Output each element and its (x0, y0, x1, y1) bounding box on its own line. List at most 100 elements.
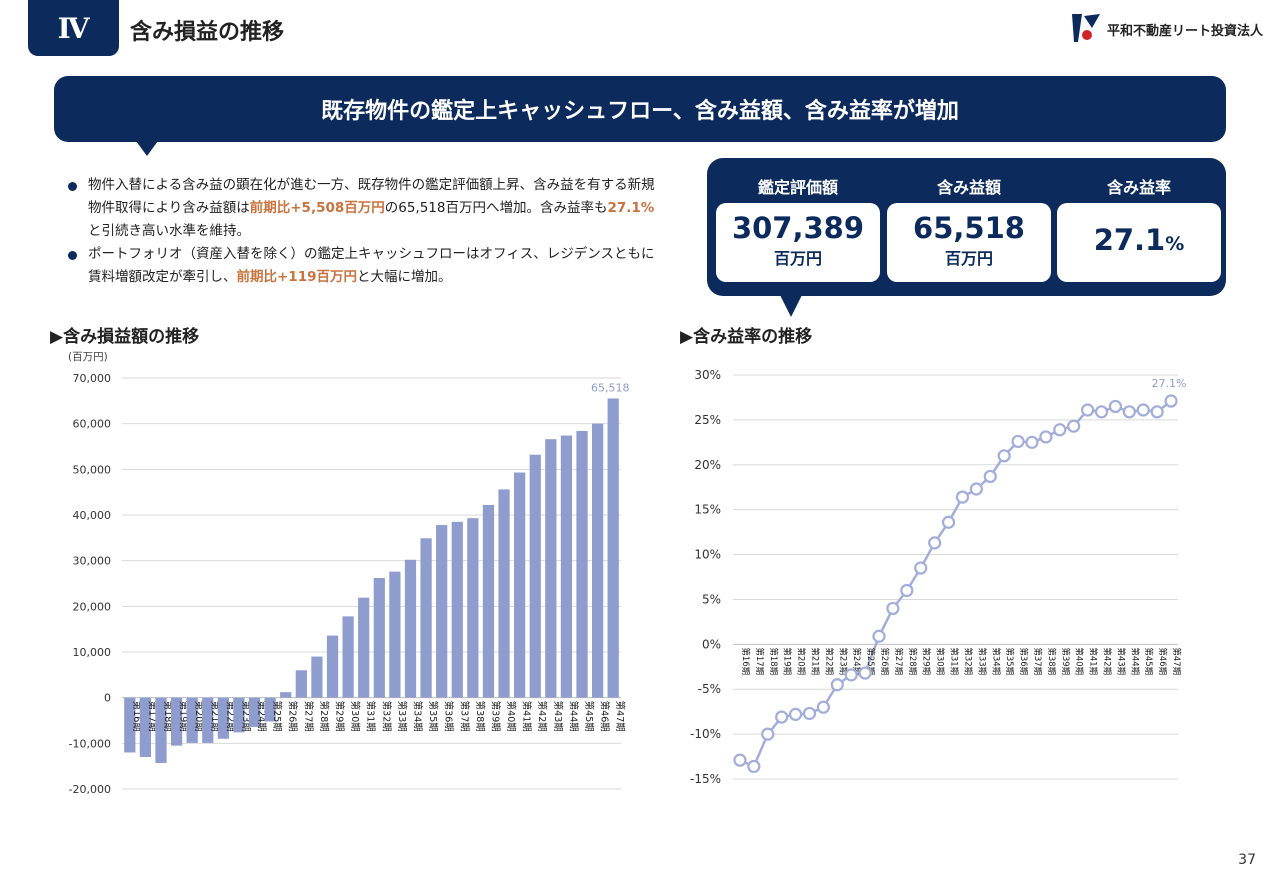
line-chart-x-tick-label: 第47期 (1171, 647, 1182, 675)
line-chart-x-tick-label: 第25期 (865, 647, 876, 675)
bar-chart-bar (326, 635, 339, 698)
bullet-item-2: ポートフォリオ（資産入替を除く）の鑑定上キャッシュフローはオフィス、レジデンスと… (66, 243, 656, 289)
line-chart-y-tick-label: 0% (702, 637, 721, 651)
bullet-2-text-a: ポートフォリオ（資産入替を除く）の鑑定上キャッシュフローはオフィス、レジデンスと… (88, 246, 655, 285)
line-chart-x-tick-label: 第44期 (1129, 647, 1140, 675)
line-chart-point (761, 727, 775, 741)
bar-chart-x-tick-label: 第39期 (489, 701, 501, 732)
kpi-gain-rate-value-line: 27.1% (1057, 225, 1221, 259)
bar-chart-bar (420, 538, 432, 698)
line-chart-point (1108, 399, 1123, 414)
bar-chart-bar (358, 597, 370, 698)
bar-chart-bar (607, 398, 619, 698)
line-chart-point (1150, 405, 1164, 419)
bar-chart-y-tick-label: 60,000 (73, 418, 112, 431)
line-chart-x-tick-label: 第38期 (1046, 647, 1057, 675)
line-chart-x-tick-label: 第21期 (809, 647, 820, 675)
line-chart-x-tick-label: 第35期 (1004, 647, 1015, 675)
bar-chart-bar (389, 571, 401, 698)
kpi-panel-pointer (780, 295, 802, 317)
line-chart-point (955, 490, 970, 504)
bar-chart-x-tick-label: 第40期 (505, 701, 517, 732)
bar-chart-x-tick-label: 第47期 (614, 701, 626, 732)
bar-chart-x-tick-label: 第41期 (521, 701, 533, 732)
bar-chart-x-tick-label: 第28期 (318, 701, 330, 732)
bullet-1-text-c: と引続き高い水準を維持。 (88, 223, 250, 239)
kpi-gain-rate-unit: % (1165, 233, 1185, 255)
line-chart-point (1122, 405, 1136, 419)
bar-chart-bar (155, 697, 167, 763)
bullet-item-1: 物件入替による含み益の顕在化が進む一方、既存物件の鑑定評価額上昇、含み益を有する… (66, 174, 656, 243)
kpi-appraisal-unit: 百万円 (773, 249, 822, 268)
line-chart-x-tick-label: 第34期 (990, 647, 1001, 675)
page-number: 37 (1238, 852, 1256, 868)
bullet-1-highlight-amount: 前期比+5,508百万円 (249, 200, 385, 216)
line-chart-x-tick-label: 第31期 (949, 647, 960, 675)
bar-chart-y-tick-label: 40,000 (73, 509, 112, 522)
left-chart-title: ▶含み損益額の推移 (50, 327, 200, 347)
line-chart-point (1081, 403, 1095, 417)
line-chart-x-tick-label: 第28期 (907, 647, 918, 675)
line-chart-point (914, 561, 928, 575)
line-chart-point (1053, 423, 1067, 437)
line-chart-x-tick-label: 第37期 (1032, 647, 1043, 675)
bar-chart-x-tick-label: 第38期 (474, 701, 486, 732)
section-number-badge: Ⅳ (28, 0, 119, 56)
line-chart-x-tick-label: 第39期 (1060, 647, 1071, 675)
bullet-1-text-a: 物件入替による含み益の顕在化が進む一方、既存物件の鑑定評価額上昇、含み益を有する… (88, 177, 655, 216)
line-chart-point (830, 678, 844, 692)
line-chart-y-tick-label: 25% (694, 413, 721, 427)
line-chart-point (775, 710, 789, 724)
bullet-1-text-b: の65,518百万円へ増加。含み益率も (384, 200, 608, 216)
bar-chart-bar (451, 521, 463, 698)
kpi-gain-rate-value: 27.1 (1093, 223, 1166, 257)
kpi-unrealized-gain-value: 65,518 (913, 211, 1025, 245)
page-title: 含み損益の推移 (130, 20, 285, 45)
line-chart-point (997, 449, 1011, 463)
kpi-unrealized-gain-unit: 百万円 (944, 249, 993, 268)
bar-chart-bar (482, 504, 495, 698)
bar-chart-x-tick-label: 第31期 (365, 701, 377, 732)
bar-chart-y-tick-label: -20,000 (69, 783, 111, 796)
summary-bullets: 物件入替による含み益の顕在化が進む一方、既存物件の鑑定評価額上昇、含み益を有する… (66, 174, 656, 289)
bar-chart-x-tick-label: 第26期 (287, 701, 299, 732)
line-chart-data-label: 27.1% (1152, 377, 1187, 390)
line-chart-point (928, 536, 942, 550)
line-chart-x-tick-label: 第22期 (823, 647, 834, 675)
line-chart-point (1025, 435, 1039, 449)
bar-chart-bar (217, 697, 229, 739)
line-chart-x-tick-label: 第33期 (976, 647, 987, 675)
right-chart-title: ▶含み益率の推移 (680, 327, 813, 347)
bar-chart-bar (514, 472, 526, 698)
line-chart-point (1136, 403, 1150, 417)
line-chart-point (969, 482, 983, 496)
bar-chart-x-tick-label: 第29期 (334, 701, 346, 732)
line-chart-x-tick-label: 第46期 (1157, 647, 1168, 675)
kpi-gain-rate-box: 27.1% (1057, 203, 1221, 282)
bar-chart-bar (280, 692, 292, 698)
bar-chart-x-tick-label: 第46期 (599, 701, 611, 732)
kpi-unrealized-gain-box: 65,518 百万円 (887, 203, 1051, 282)
bar-chart-bar (311, 656, 323, 698)
bar-chart-bar (467, 518, 479, 698)
line-chart-y-tick-label: 5% (702, 592, 721, 606)
line-chart-x-tick-label: 第36期 (1018, 647, 1029, 675)
bar-chart-y-tick-label: 50,000 (73, 463, 112, 476)
bar-chart-x-tick-label: 第43期 (552, 701, 564, 732)
bar-chart-data-label: 65,518 (591, 381, 630, 394)
line-chart-x-tick-label: 第24期 (851, 647, 862, 675)
banner-pointer (136, 141, 158, 156)
bar-chart-bar (202, 697, 214, 743)
line-chart-point (1164, 394, 1178, 408)
kpi-gain-rate-label: 含み益率 (1106, 178, 1171, 197)
bullet-2-text-b: と大幅に増加。 (357, 269, 452, 285)
bar-chart-bar (248, 697, 261, 727)
company-name: 平和不動産リート投資法人 (1107, 23, 1264, 39)
bar-chart-bar (373, 578, 385, 698)
line-chart-point (941, 515, 956, 529)
line-chart-point (872, 629, 886, 643)
line-chart-x-tick-label: 第45期 (1143, 647, 1154, 675)
bar-chart-x-tick-label: 第36期 (443, 701, 455, 732)
line-chart-x-tick-label: 第23期 (837, 647, 848, 675)
